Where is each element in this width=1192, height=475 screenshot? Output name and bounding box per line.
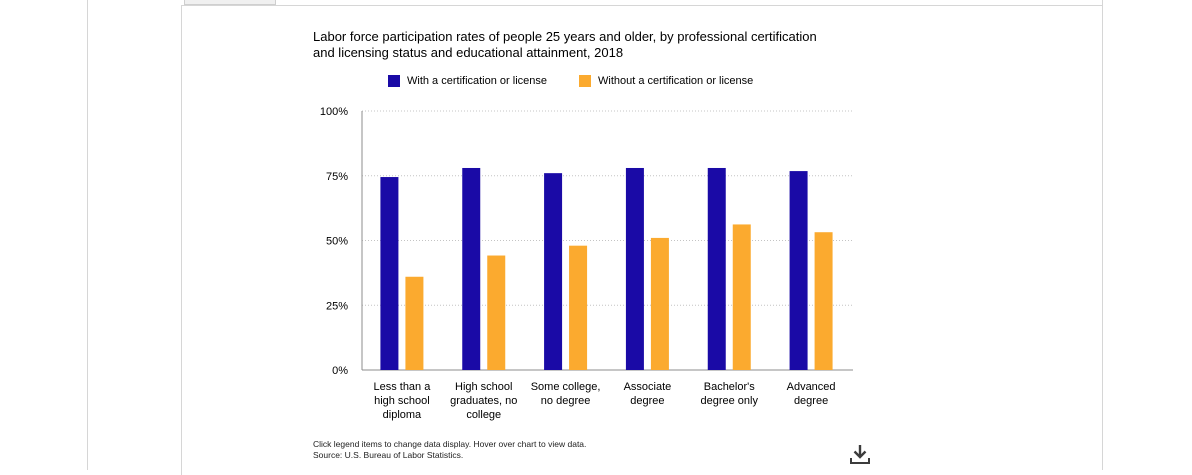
legend-item-without-certification[interactable]: Without a certification or license [579,75,753,87]
download-button[interactable] [848,442,872,466]
legend-label-with: With a certification or license [407,75,547,87]
bar[interactable] [380,177,399,370]
bar[interactable] [487,255,506,370]
bar[interactable] [650,237,669,370]
x-tick-label: Less than a high school diploma [373,381,431,421]
footnote-source: Source: U.S. Bureau of Labor Statistics. [313,450,464,460]
bar[interactable] [462,167,481,370]
bar[interactable] [625,167,644,370]
y-tick-label: 50% [326,236,348,248]
legend: With a certification or license Without … [388,73,785,89]
x-tick-label: High school graduates, no college [450,381,517,421]
page-rule-right [1102,0,1103,470]
x-tick-label: Some college, no degree [531,381,601,407]
bar[interactable] [814,232,833,370]
y-tick-label: 75% [326,171,348,183]
legend-label-without: Without a certification or license [598,75,754,87]
y-tick-label: 0% [332,365,348,377]
bar[interactable] [707,167,726,370]
x-tick-label: Associate degree [624,381,672,407]
footnote: Click legend items to change data displa… [313,439,586,461]
chart-panel [181,5,1102,475]
y-tick-label: 25% [326,300,348,312]
legend-swatch-with [388,75,400,87]
download-icon [850,445,870,464]
bar[interactable] [789,171,808,370]
bar[interactable] [569,245,588,370]
page-rule-left [87,0,88,470]
bar[interactable] [732,224,751,370]
legend-swatch-without [579,75,591,87]
tab-stub[interactable] [184,0,276,5]
bar[interactable] [405,276,424,370]
y-tick-label: 100% [320,106,348,118]
chart-title: Labor force participation rates of peopl… [313,29,817,60]
bar[interactable] [544,173,563,370]
x-tick-label: Bachelor's degree only [701,381,759,407]
legend-item-with-certification[interactable]: With a certification or license [388,75,547,87]
footnote-instructions: Click legend items to change data displa… [313,439,587,449]
x-tick-label: Advanced degree [787,381,836,407]
